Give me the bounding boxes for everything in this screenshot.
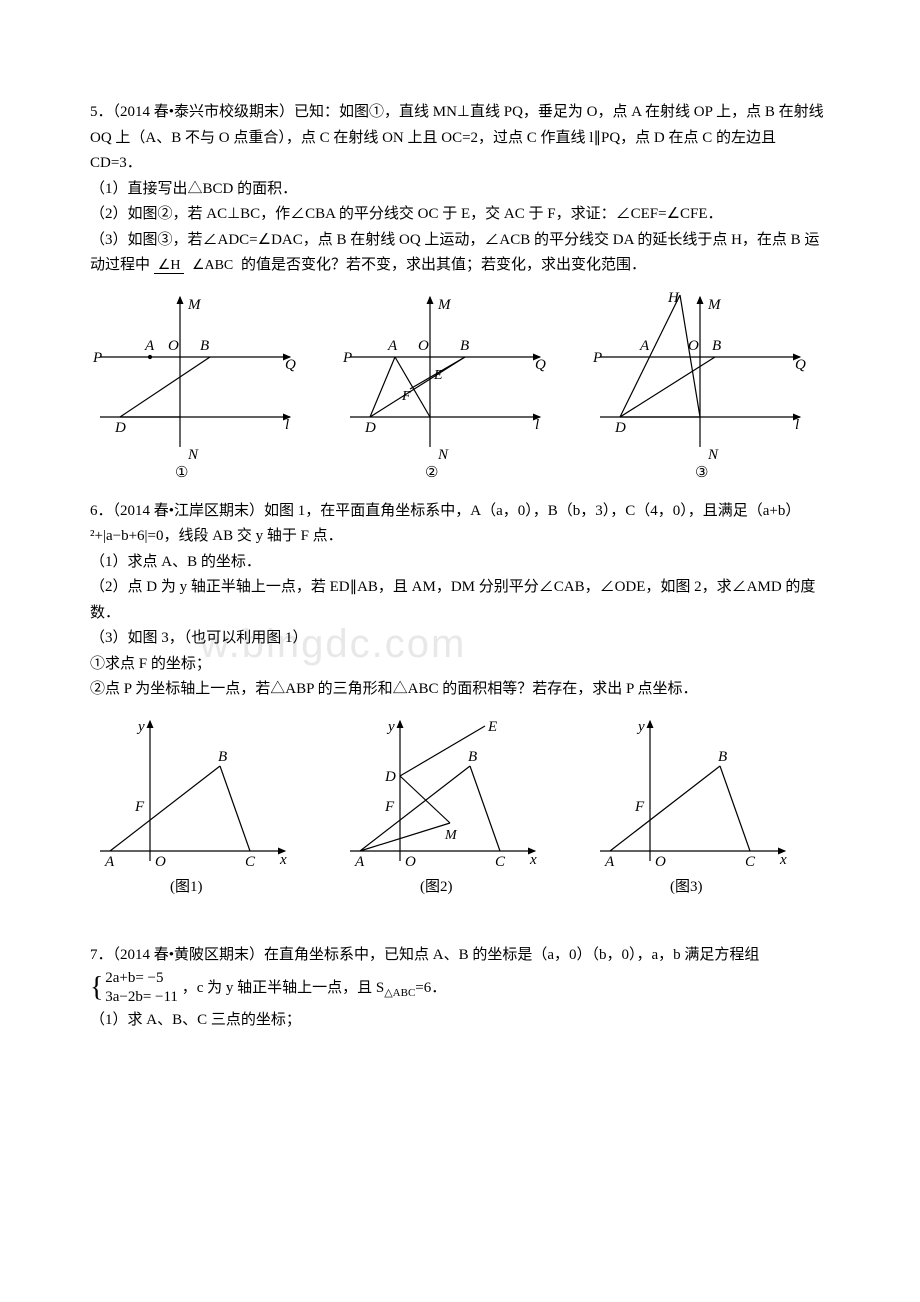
- q7-equations-line: { 2a+b= −5 3a−2b= −11 ，c 为 y 轴正半轴上一点，且 S…: [90, 969, 830, 1008]
- svg-text:(图3): (图3): [670, 878, 703, 895]
- eq2: 3a−2b= −11: [105, 989, 178, 1005]
- svg-text:B: B: [718, 749, 727, 765]
- svg-text:B: B: [468, 749, 477, 765]
- svg-text:P: P: [92, 350, 102, 366]
- svg-text:x: x: [279, 852, 287, 868]
- svg-text:D: D: [384, 769, 396, 785]
- svg-text:F: F: [401, 389, 411, 404]
- svg-text:A: A: [387, 338, 398, 354]
- q7-part1: （1）求 A、B、C 三点的坐标；: [90, 1008, 830, 1034]
- svg-text:E: E: [433, 368, 443, 383]
- svg-text:Q: Q: [535, 357, 546, 373]
- svg-text:E: E: [487, 719, 497, 735]
- svg-text:N: N: [187, 447, 199, 463]
- svg-text:O: O: [655, 854, 666, 870]
- svg-text:l: l: [535, 417, 539, 433]
- svg-text:H: H: [667, 290, 680, 306]
- q6-part1: （1）求点 A、B 的坐标．: [90, 550, 830, 576]
- svg-text:O: O: [688, 338, 699, 354]
- frac-den: ∠ABC: [188, 258, 237, 273]
- svg-text:y: y: [386, 719, 395, 735]
- svg-text:M: M: [444, 828, 458, 843]
- q7-header: 7．（2014 春•黄陂区期末）在直角坐标系中，已知点 A、B 的坐标是（a，0…: [90, 943, 830, 969]
- svg-text:D: D: [614, 420, 626, 436]
- svg-text:F: F: [134, 799, 145, 815]
- svg-text:A: A: [104, 854, 115, 870]
- svg-text:A: A: [354, 854, 365, 870]
- svg-text:B: B: [200, 338, 209, 354]
- svg-text:C: C: [745, 854, 756, 870]
- svg-text:Q: Q: [795, 357, 806, 373]
- svg-text:O: O: [405, 854, 416, 870]
- svg-text:A: A: [639, 338, 650, 354]
- svg-text:P: P: [592, 350, 602, 366]
- svg-text:B: B: [218, 749, 227, 765]
- svg-text:P: P: [342, 350, 352, 366]
- svg-text:l: l: [285, 417, 289, 433]
- svg-text:N: N: [707, 447, 719, 463]
- svg-text:x: x: [779, 852, 787, 868]
- q5-part1: （1）直接写出△BCD 的面积．: [90, 177, 830, 203]
- svg-text:B: B: [712, 338, 721, 354]
- svg-text:①: ①: [175, 465, 188, 481]
- subscript-abc: △ABC: [384, 986, 415, 998]
- svg-text:A: A: [144, 338, 155, 354]
- svg-text:C: C: [245, 854, 256, 870]
- svg-text:y: y: [136, 719, 145, 735]
- page-content: 5．（2014 春•泰兴市校级期末）已知：如图①，直线 MN⊥直线 PQ，垂足为…: [90, 100, 830, 1033]
- svg-text:②: ②: [425, 465, 438, 481]
- svg-text:x: x: [529, 852, 537, 868]
- brace: {: [90, 974, 103, 1002]
- q6-header: 6．（2014 春•江岸区期末）如图 1，在平面直角坐标系中，A（a，0），B（…: [90, 499, 830, 550]
- q6-part2: （2）点 D 为 y 轴正半轴上一点，若 ED∥AB，且 AM，DM 分别平分∠…: [90, 575, 830, 626]
- q6-part3a: ①求点 F 的坐标；: [90, 652, 830, 678]
- svg-text:y: y: [636, 719, 645, 735]
- svg-text:D: D: [114, 420, 126, 436]
- q6-part3b: ②点 P 为坐标轴上一点，若△ABP 的三角形和△ABC 的面积相等？若存在，求…: [90, 677, 830, 703]
- svg-text:M: M: [187, 297, 202, 313]
- frac-num: ∠H: [154, 258, 185, 274]
- q7-tail: ，c 为 y 轴正半轴上一点，且 S: [182, 979, 385, 995]
- equation-system: 2a+b= −5 3a−2b= −11: [105, 969, 178, 1008]
- fraction-h-over-abc: ∠H ∠ABC: [154, 258, 238, 273]
- svg-text:N: N: [437, 447, 449, 463]
- svg-text:l: l: [795, 417, 799, 433]
- q5-p3-b: 的值是否变化？若不变，求出其值；若变化，求出变化范围．: [241, 257, 646, 273]
- svg-text:D: D: [364, 420, 376, 436]
- svg-text:F: F: [634, 799, 645, 815]
- svg-text:B: B: [460, 338, 469, 354]
- svg-text:O: O: [168, 338, 179, 354]
- q5-svg: M N P Q A O B D l ① M N P Q A O B: [90, 287, 830, 487]
- svg-text:O: O: [155, 854, 166, 870]
- q5-part3: （3）如图③，若∠ADC=∠DAC，点 B 在射线 OQ 上运动，∠ACB 的平…: [90, 228, 830, 279]
- q6-part3: （3）如图 3，（也可以利用图 1）: [90, 626, 830, 652]
- svg-text:C: C: [495, 854, 506, 870]
- q5-figures: M N P Q A O B D l ① M N P Q A O B: [90, 287, 830, 487]
- q6-svg: y x A O C B F (图1) y x A O C B E D F: [90, 711, 830, 906]
- eq1: 2a+b= −5: [105, 970, 163, 986]
- svg-text:M: M: [707, 297, 722, 313]
- svg-text:A: A: [604, 854, 615, 870]
- svg-text:(图2): (图2): [420, 878, 453, 895]
- q5-part2: （2）如图②，若 AC⊥BC，作∠CBA 的平分线交 OC 于 E，交 AC 于…: [90, 202, 830, 228]
- svg-text:F: F: [384, 799, 395, 815]
- svg-text:M: M: [437, 297, 452, 313]
- svg-text:O: O: [418, 338, 429, 354]
- svg-text:Q: Q: [285, 357, 296, 373]
- q5-header: 5．（2014 春•泰兴市校级期末）已知：如图①，直线 MN⊥直线 PQ，垂足为…: [90, 100, 830, 177]
- q7-tail2: =6．: [415, 979, 446, 995]
- svg-text:(图1): (图1): [170, 878, 203, 895]
- svg-text:③: ③: [695, 465, 708, 481]
- q6-figures: y x A O C B F (图1) y x A O C B E D F: [90, 711, 830, 906]
